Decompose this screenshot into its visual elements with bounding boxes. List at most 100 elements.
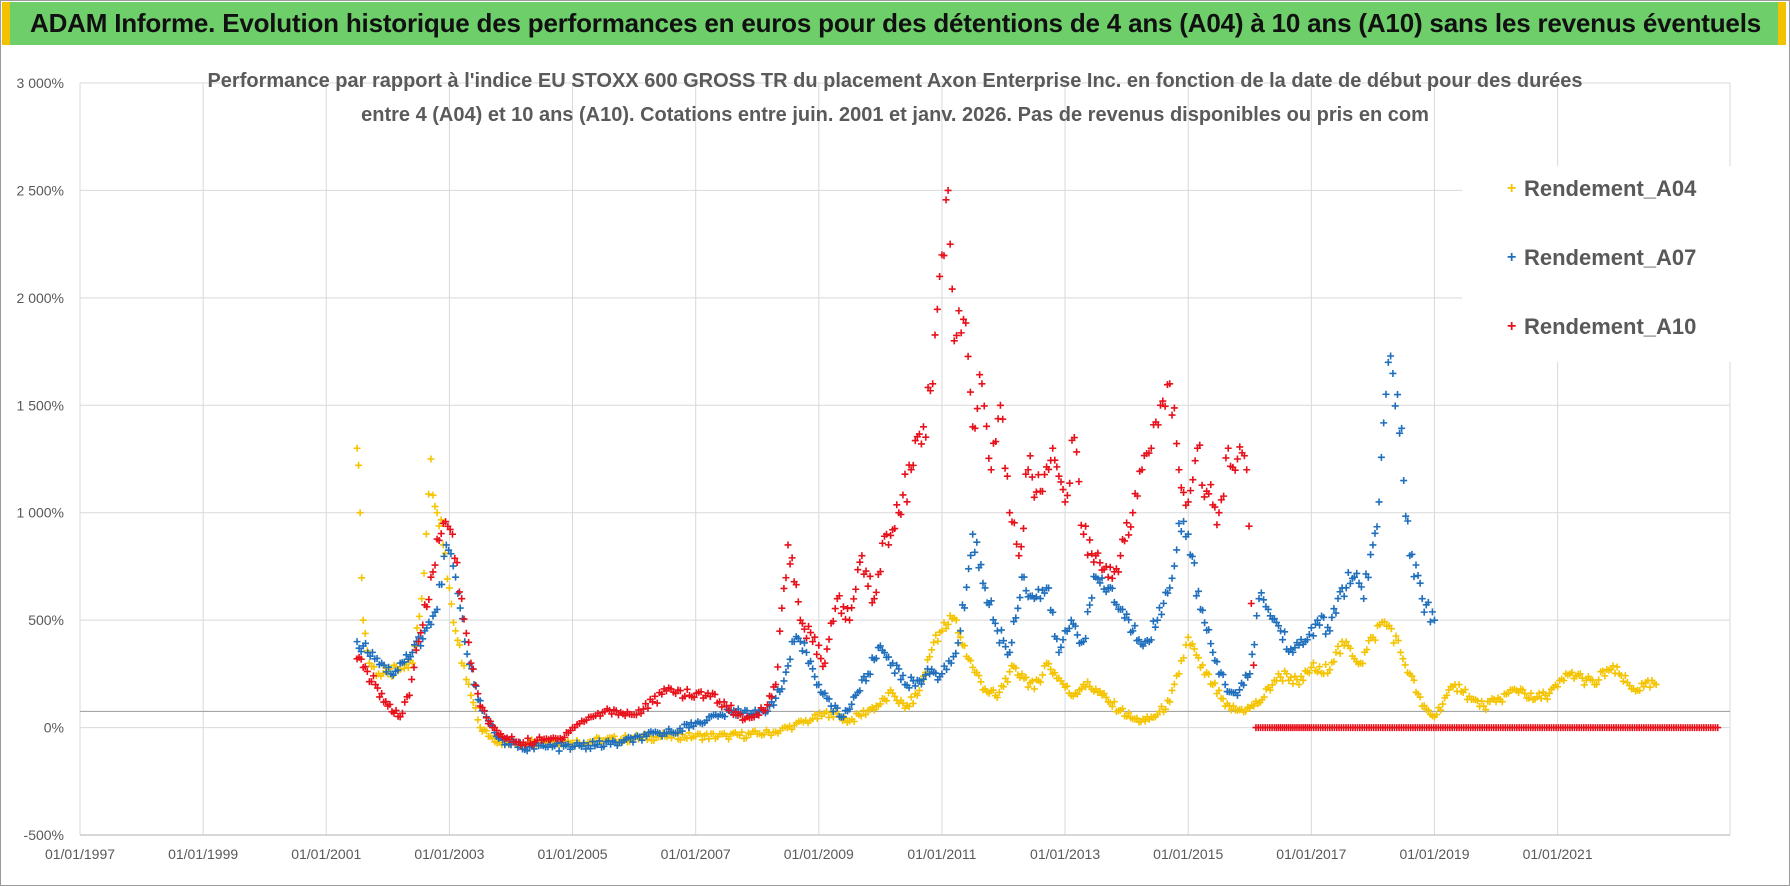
data-point	[408, 648, 416, 656]
data-point	[1430, 616, 1438, 624]
data-point	[1090, 558, 1098, 566]
data-point	[683, 685, 691, 693]
data-point	[1016, 674, 1024, 682]
data-point	[1299, 676, 1307, 684]
data-point	[995, 688, 1003, 696]
data-point	[1281, 628, 1289, 636]
data-point	[1053, 463, 1061, 471]
data-point	[493, 726, 501, 734]
data-point	[472, 704, 480, 712]
data-point	[1412, 561, 1420, 569]
data-point	[917, 440, 925, 448]
data-point	[450, 618, 458, 626]
series-Rendement_A07	[353, 352, 1438, 755]
data-point	[989, 616, 997, 624]
data-point	[1593, 680, 1601, 688]
data-point	[961, 642, 969, 650]
data-point	[1305, 669, 1313, 677]
data-point	[1521, 690, 1529, 698]
data-point	[1155, 604, 1163, 612]
data-point	[989, 686, 997, 694]
data-point	[1482, 706, 1490, 714]
data-point	[359, 616, 367, 624]
data-point	[1047, 665, 1055, 673]
data-point	[711, 690, 719, 698]
data-point	[1248, 650, 1256, 658]
data-point	[427, 455, 435, 463]
data-point	[1613, 663, 1621, 671]
data-point	[1032, 593, 1040, 601]
data-point	[909, 699, 917, 707]
data-point	[948, 285, 956, 293]
data-point	[732, 708, 740, 716]
data-point	[742, 734, 750, 742]
data-point	[1173, 440, 1181, 448]
data-point	[1016, 594, 1024, 602]
data-point	[913, 691, 921, 699]
data-point	[1322, 630, 1330, 638]
data-point	[1158, 703, 1166, 711]
data-point	[1177, 484, 1185, 492]
data-point	[553, 740, 561, 748]
data-point	[981, 584, 989, 592]
data-point	[942, 625, 950, 633]
data-point	[880, 649, 888, 657]
data-point	[903, 498, 911, 506]
data-point	[413, 624, 421, 632]
data-point	[784, 541, 792, 549]
data-point	[480, 707, 488, 715]
data-point	[964, 352, 972, 360]
data-point	[1589, 676, 1596, 684]
data-point	[1071, 622, 1079, 630]
data-point	[1247, 599, 1255, 607]
x-tick-label: 01/01/2011	[907, 846, 976, 862]
data-point	[738, 728, 746, 736]
data-point	[1316, 621, 1324, 629]
data-point	[1121, 537, 1129, 545]
data-point	[437, 530, 445, 538]
data-point	[930, 638, 938, 646]
data-point	[846, 705, 854, 713]
data-point	[788, 725, 796, 733]
data-point	[825, 635, 833, 643]
data-point	[1125, 531, 1133, 539]
data-point	[417, 629, 425, 637]
data-point	[385, 663, 393, 671]
data-point	[1100, 690, 1108, 698]
data-point	[786, 655, 794, 663]
data-point	[1205, 670, 1213, 678]
data-point	[1020, 573, 1028, 581]
data-point	[405, 691, 413, 699]
data-point	[690, 693, 698, 701]
data-point	[755, 711, 763, 719]
data-point	[1330, 658, 1338, 666]
data-point	[1168, 574, 1176, 582]
data-point	[1439, 700, 1447, 708]
data-point	[1063, 491, 1071, 499]
data-point	[1595, 676, 1603, 684]
data-point	[1024, 683, 1032, 691]
data-point	[868, 599, 876, 607]
data-point	[953, 331, 961, 339]
data-point	[876, 642, 884, 650]
data-point	[938, 670, 946, 678]
data-point	[862, 677, 870, 685]
data-point	[1360, 595, 1368, 603]
data-point	[362, 639, 370, 647]
data-point	[1039, 671, 1046, 679]
data-point	[608, 710, 616, 718]
data-point	[443, 575, 451, 583]
data-point	[1424, 706, 1432, 714]
data-point	[907, 693, 915, 701]
data-point	[703, 716, 711, 724]
data-point	[369, 672, 377, 680]
data-point	[696, 730, 704, 738]
data-point	[1601, 672, 1609, 680]
data-point	[653, 699, 661, 707]
data-point	[530, 745, 538, 753]
x-tick-label: 01/01/2015	[1153, 846, 1223, 862]
data-point	[676, 736, 684, 744]
data-point	[1260, 693, 1268, 701]
data-point	[465, 638, 473, 646]
data-point	[1222, 454, 1230, 462]
